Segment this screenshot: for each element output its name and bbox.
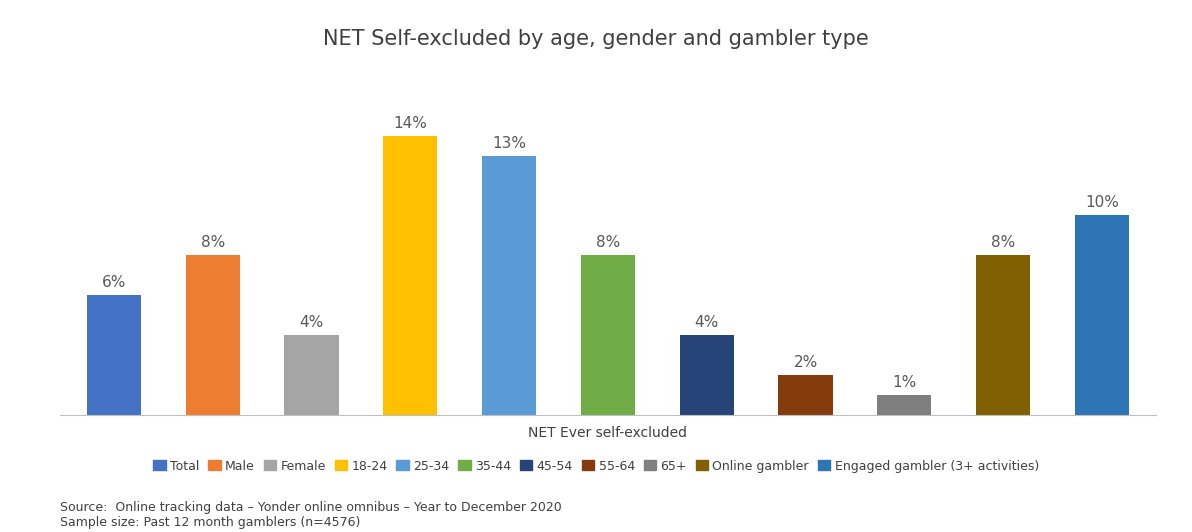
- Text: 6%: 6%: [101, 275, 126, 290]
- Bar: [186, 255, 240, 415]
- Bar: [581, 255, 635, 415]
- Text: Source:  Online tracking data – Yonder online omnibus – Year to December 2020
Sa: Source: Online tracking data – Yonder on…: [60, 501, 561, 529]
- Text: 13%: 13%: [492, 136, 526, 151]
- Text: 8%: 8%: [596, 235, 620, 251]
- Text: 8%: 8%: [991, 235, 1016, 251]
- Legend: Total, Male, Female, 18-24, 25-34, 35-44, 45-54, 55-64, 65+, Online gambler, Eng: Total, Male, Female, 18-24, 25-34, 35-44…: [153, 460, 1039, 472]
- Text: 4%: 4%: [695, 315, 719, 330]
- Text: 1%: 1%: [892, 375, 917, 390]
- Bar: [976, 255, 1030, 415]
- Text: 14%: 14%: [393, 115, 427, 131]
- Bar: [1075, 215, 1129, 415]
- Bar: [383, 136, 437, 415]
- Bar: [877, 395, 931, 415]
- Bar: [679, 335, 734, 415]
- Text: 2%: 2%: [794, 355, 818, 370]
- Text: 10%: 10%: [1085, 195, 1119, 211]
- Text: NET Self-excluded by age, gender and gambler type: NET Self-excluded by age, gender and gam…: [323, 29, 869, 49]
- Bar: [482, 156, 536, 415]
- Bar: [285, 335, 339, 415]
- Text: 8%: 8%: [200, 235, 225, 251]
- Bar: [778, 375, 833, 415]
- X-axis label: NET Ever self-excluded: NET Ever self-excluded: [528, 426, 688, 440]
- Text: 4%: 4%: [299, 315, 324, 330]
- Bar: [87, 295, 141, 415]
